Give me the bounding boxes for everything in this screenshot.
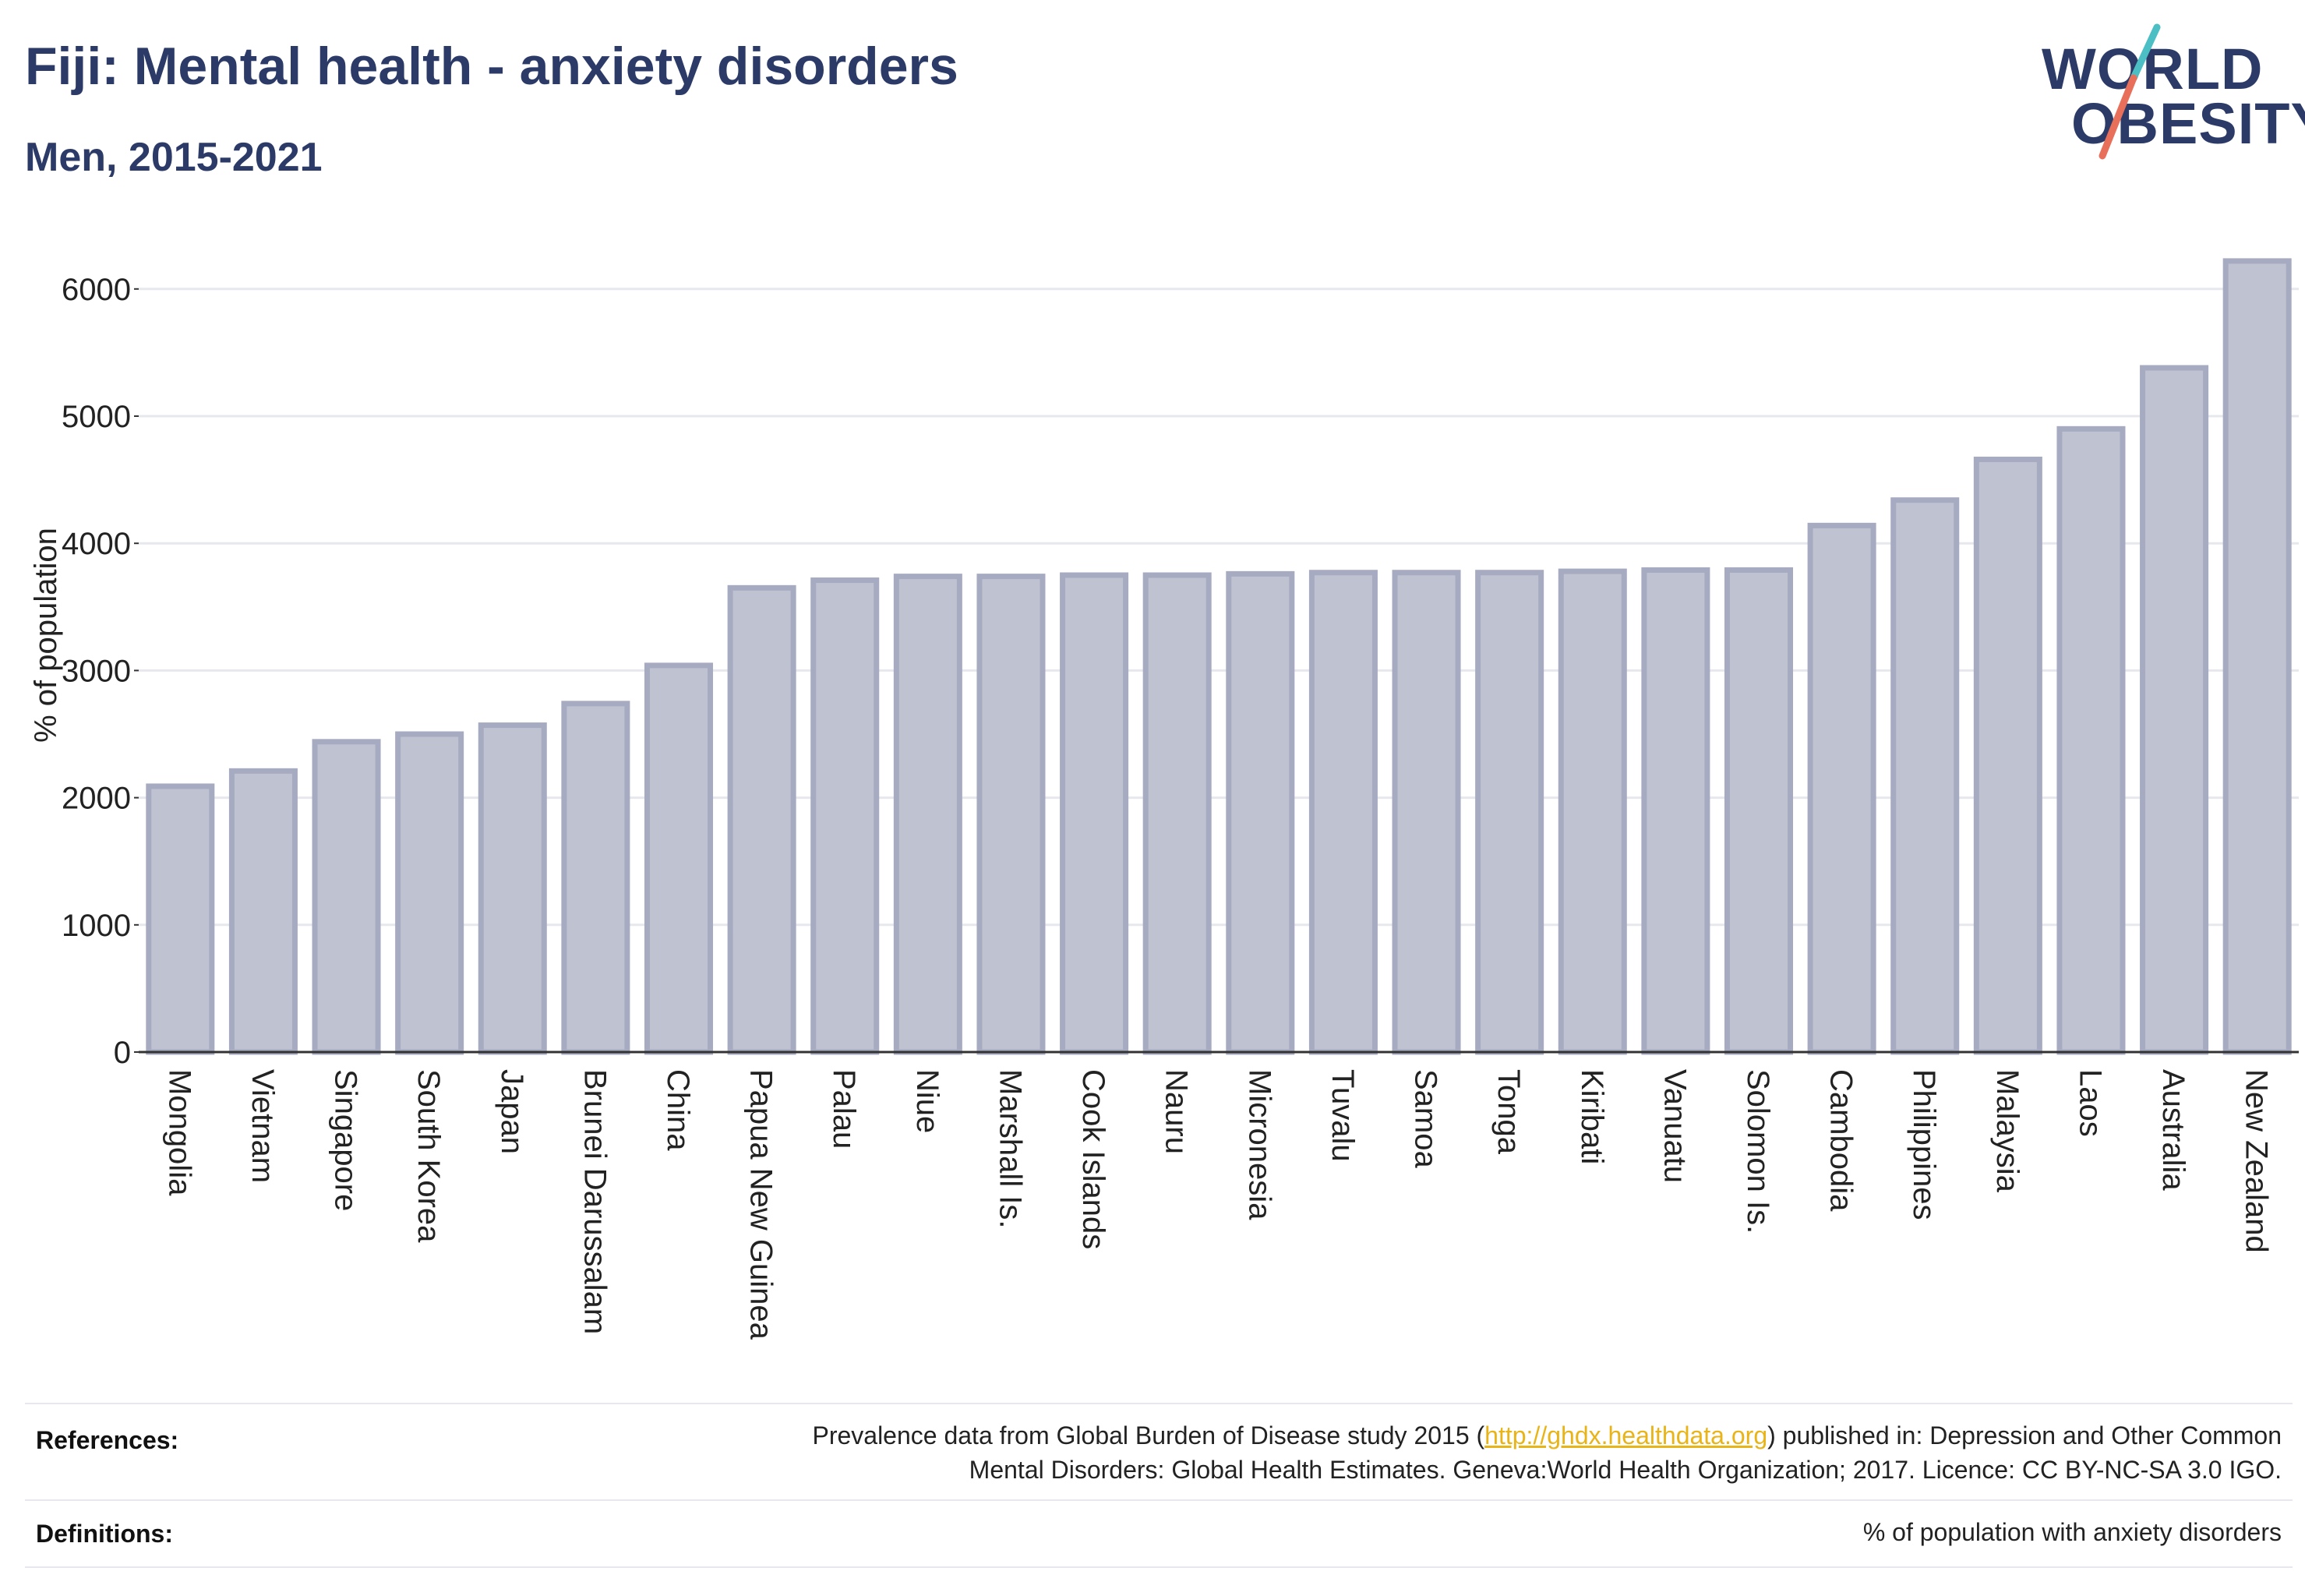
x-axis-ticks: Mongolia Vietnam Singapore South Korea Japan… <box>162 1069 2273 1340</box>
bar <box>2222 258 2292 1055</box>
bar <box>228 768 298 1055</box>
bar <box>893 574 962 1055</box>
x-tick-label: Philippines <box>1907 1069 1941 1220</box>
x-tick-label: South Korea <box>411 1069 446 1243</box>
x-tick-label: China <box>661 1069 695 1151</box>
y-tick-label: 1000 <box>62 909 131 943</box>
y-tick-label: 2000 <box>62 782 131 816</box>
y-axis-label: % of population <box>29 528 63 743</box>
x-tick-label: Solomon Is. <box>1741 1069 1775 1234</box>
x-tick-label: Kiribati <box>1575 1069 1609 1164</box>
y-tick-label: 4000 <box>62 527 131 561</box>
bar <box>644 662 714 1055</box>
references-row: References: Prevalence data from Global … <box>25 1403 2293 1501</box>
references-link[interactable]: http://ghdx.healthdata.org <box>1484 1421 1768 1449</box>
x-tick-label: Micronesia <box>1242 1069 1276 1220</box>
logo-word-1: WORLD <box>2042 37 2264 101</box>
bar <box>810 577 880 1055</box>
y-tick-label: 5000 <box>62 400 131 434</box>
x-tick-label: Vanuatu <box>1657 1069 1692 1183</box>
y-axis-ticks: 0 1000 2000 3000 4000 5000 6000 <box>62 273 139 1070</box>
x-tick-label: Tonga <box>1491 1069 1526 1155</box>
x-tick-label: Japan <box>495 1069 529 1154</box>
chart-title: Fiji: Mental health - anxiety disorders <box>25 37 958 96</box>
x-tick-label: Samoa <box>1409 1069 1443 1168</box>
bar <box>561 701 630 1055</box>
bar <box>1475 570 1544 1055</box>
x-tick-label: Niue <box>910 1069 944 1133</box>
bar <box>1724 567 1794 1055</box>
bar <box>478 722 547 1055</box>
bar <box>312 739 381 1055</box>
bar <box>1807 522 1876 1055</box>
references-text: Prevalence data from Global Burden of Di… <box>812 1418 2282 1487</box>
bar <box>1142 572 1212 1055</box>
bar <box>1890 497 1960 1055</box>
bar <box>1060 572 1129 1055</box>
x-tick-label: Tuvalu <box>1325 1069 1360 1162</box>
definitions-text: % of population with anxiety disorders <box>1862 1518 2282 1546</box>
bar <box>1308 570 1378 1055</box>
x-tick-label: Nauru <box>1160 1069 1194 1154</box>
y-tick-label: 6000 <box>62 273 131 307</box>
bar <box>1226 570 1295 1055</box>
bar <box>1641 567 1710 1055</box>
bars <box>146 258 2292 1055</box>
world-obesity-logo: WORLD OBESITY <box>2042 23 2305 168</box>
x-tick-label: Laos <box>2073 1069 2107 1137</box>
x-tick-label: Papua New Guinea <box>744 1069 778 1340</box>
references-text-line2: Mental Disorders: Global Health Estimate… <box>969 1456 2282 1484</box>
x-tick-label: Australia <box>2156 1069 2190 1191</box>
bar <box>727 584 796 1055</box>
bar <box>1558 568 1627 1055</box>
chart-subtitle: Men, 2015-2021 <box>25 135 323 180</box>
logo-slash-icon <box>2099 23 2161 160</box>
definitions-label: Definitions: <box>36 1520 173 1548</box>
bar <box>1392 570 1461 1055</box>
definitions-row: Definitions: % of population with anxiet… <box>25 1499 2293 1568</box>
bar <box>976 574 1046 1055</box>
x-tick-label: Palau <box>827 1069 861 1149</box>
x-tick-label: Vietnam <box>245 1069 280 1183</box>
bar <box>395 731 464 1055</box>
bar <box>1973 456 2042 1055</box>
y-tick-label: 0 <box>114 1036 131 1070</box>
x-tick-label: Mongolia <box>162 1069 196 1196</box>
y-tick-label: 3000 <box>62 654 131 688</box>
bar <box>2140 365 2209 1055</box>
references-text-part2: ) published in: Depression and Other Com… <box>1767 1421 2282 1449</box>
x-tick-label: Marshall Is. <box>993 1069 1027 1229</box>
x-tick-label: Cook Islands <box>1076 1069 1110 1249</box>
bar-chart: 0 1000 2000 3000 4000 5000 6000 Mongolia Vietna… <box>29 258 2299 1340</box>
x-tick-label: Singapore <box>329 1069 363 1211</box>
x-tick-label: New Zealand <box>2240 1069 2274 1253</box>
bar <box>2056 425 2126 1055</box>
references-label: References: <box>36 1426 179 1454</box>
x-tick-label: Cambodia <box>1824 1069 1858 1212</box>
x-tick-label: Brunei Darussalam <box>577 1069 612 1334</box>
references-text-part1: Prevalence data from Global Burden of Di… <box>812 1421 1485 1449</box>
bar <box>146 783 215 1055</box>
x-tick-label: Malaysia <box>1990 1069 2024 1193</box>
